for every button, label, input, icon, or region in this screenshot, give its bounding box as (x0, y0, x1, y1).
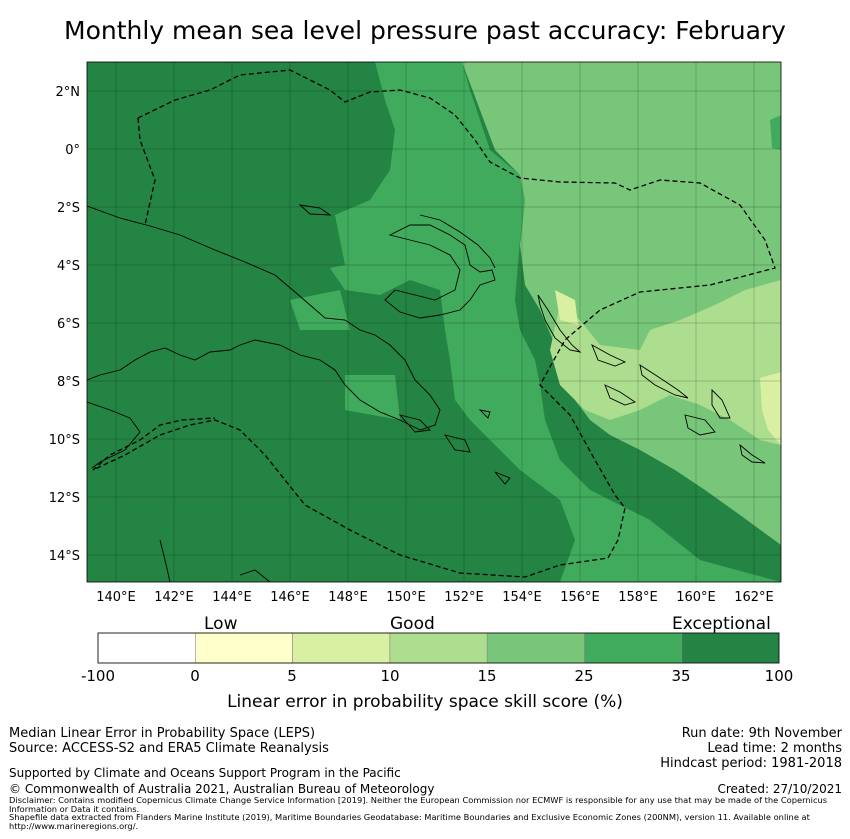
lat-label: 12°S (49, 491, 80, 506)
footer-source: Source: ACCESS-S2 and ERA5 Climate Reana… (9, 741, 329, 756)
chart-title: Monthly mean sea level pressure past acc… (64, 16, 786, 45)
colorbar-tick: 5 (287, 667, 297, 685)
colorbar-frame (97, 632, 780, 664)
footer-copyright: © Commonwealth of Australia 2021, Austra… (9, 782, 435, 796)
footer-run-date: Run date: 9th November (681, 726, 842, 741)
footer-support: Supported by Climate and Oceans Support … (9, 766, 401, 780)
zone-25-35-b (345, 375, 400, 420)
lon-label: 154°E (502, 590, 542, 605)
colorbar-tick: -100 (80, 667, 116, 685)
lon-label: 150°E (386, 590, 426, 605)
footer-disclaimer: Disclaimer: Contains modified Copernicus… (9, 795, 828, 814)
colorbar-tick: 10 (380, 667, 400, 685)
lat-label: 10°S (49, 433, 80, 448)
coastline-solomons-3 (604, 384, 637, 406)
zone-15-25-corner (770, 115, 781, 150)
coastline-bougainville (537, 294, 582, 353)
coastline-solomons-4 (711, 388, 731, 419)
lon-label: 156°E (560, 590, 600, 605)
colorbar-segment (292, 632, 391, 664)
zone-15-25 (462, 62, 781, 545)
lat-label: 6°S (57, 317, 80, 332)
gridlines (87, 62, 781, 582)
colorbar-exceptional-label: Exceptional (672, 614, 771, 634)
lat-labels: 2°N 0° 2°S 4°S 6°S 8°S 10°S 12°S 14°S (49, 85, 80, 564)
lon-label: 158°E (618, 590, 658, 605)
footer-method: Median Linear Error in Probability Space… (9, 726, 316, 741)
lon-label: 148°E (328, 590, 368, 605)
colorbar-segment (389, 632, 488, 664)
coastlines (87, 204, 766, 582)
colorbar-low-label: Low (204, 614, 238, 634)
coastline-new-ireland (419, 214, 496, 269)
lat-label: 14°S (49, 549, 80, 564)
colorbar-tick: 35 (671, 667, 691, 685)
skill-map: 2°N 0° 2°S 4°S 6°S 8°S 10°S 12°S 14°S 14… (49, 61, 782, 605)
footer-lead-time: Lead time: 2 months (707, 741, 842, 756)
coastline-new-britain (384, 224, 496, 319)
colorbar-tick: 100 (764, 667, 794, 685)
colorbar-segment (584, 632, 683, 664)
colorbar-tick: 25 (574, 667, 594, 685)
lon-label: 140°E (96, 590, 136, 605)
zone-5-10 (760, 372, 781, 445)
colorbar-good-label: Good (390, 614, 435, 634)
lon-label: 160°E (676, 590, 716, 605)
lat-label: 0° (65, 143, 80, 158)
lat-label: 4°S (57, 259, 80, 274)
coastline-solomons-5 (684, 414, 716, 436)
lon-label: 146°E (270, 590, 310, 605)
colorbar (97, 632, 780, 664)
lat-label: 2°N (56, 85, 81, 100)
colorbar-segment (681, 632, 780, 664)
coastline-solomons-6 (739, 443, 766, 464)
lon-label: 142°E (154, 590, 194, 605)
colorbar-segment (195, 632, 293, 664)
lon-label: 152°E (444, 590, 484, 605)
colorbar-axis-label: Linear error in probability space skill … (227, 692, 623, 712)
lon-labels: 140°E 142°E 144°E 146°E 148°E 150°E 152°… (96, 590, 774, 605)
eez-boundary (92, 69, 776, 578)
zone-25-35-c (290, 290, 350, 330)
lon-label: 162°E (734, 590, 774, 605)
colorbar-tick: 0 (190, 667, 200, 685)
lat-label: 8°S (57, 375, 80, 390)
map-frame (86, 61, 782, 583)
coastline-new-guinea (87, 205, 441, 431)
colorbar-segment (486, 632, 585, 664)
coastline-solomons-1 (591, 343, 627, 367)
lat-label: 2°S (57, 201, 80, 216)
coastline-solomons-2 (639, 364, 689, 399)
coastline-australia (87, 401, 271, 582)
colorbar-tick: 15 (477, 667, 497, 685)
zone-5-10-b (555, 290, 578, 325)
footer-created: Created: 27/10/2021 (717, 782, 842, 796)
zone-25-35 (330, 62, 781, 582)
colorbar-segment (97, 632, 196, 664)
footer-shapefile: Shapefile data extracted from Flanders M… (9, 812, 810, 831)
lon-label: 144°E (212, 590, 252, 605)
footer-hindcast: Hindcast period: 1981-2018 (660, 756, 842, 771)
coastline-png-islands (298, 204, 511, 485)
